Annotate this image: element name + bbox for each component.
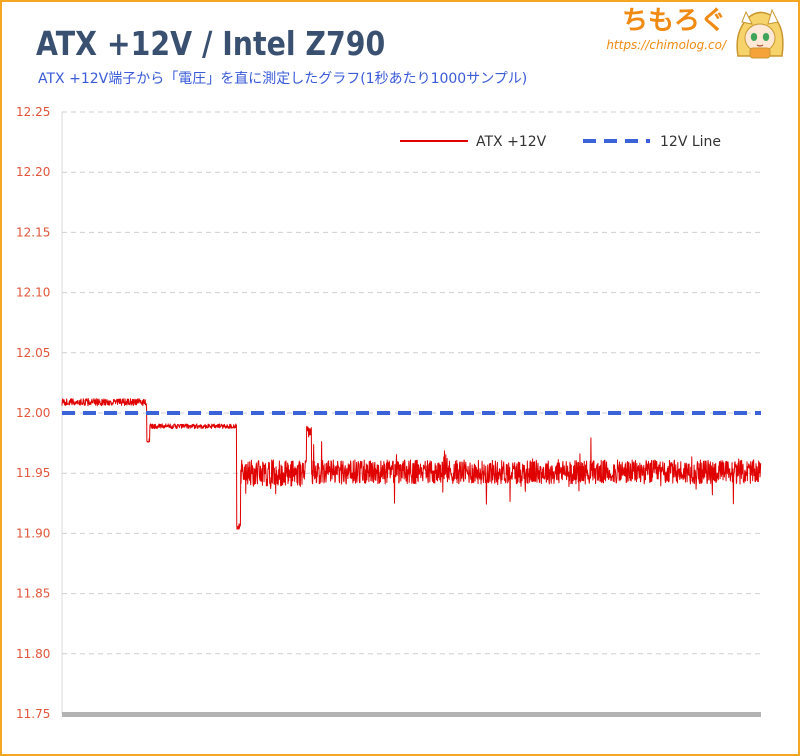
y-tick-label: 12.05 bbox=[16, 346, 50, 360]
legend-label-atx: ATX +12V bbox=[476, 134, 547, 150]
y-tick-label: 12.00 bbox=[16, 406, 50, 420]
y-tick-label: 11.75 bbox=[16, 707, 50, 721]
x-axis-baseline bbox=[62, 712, 761, 717]
y-axis: 12.25 12.20 12.15 12.10 12.05 12.00 11.95 11.90… bbox=[16, 105, 50, 721]
y-tick-label: 12.15 bbox=[16, 225, 50, 239]
series-atx-12v bbox=[61, 398, 762, 530]
y-tick-label: 11.85 bbox=[16, 587, 50, 601]
chart-subtitle: ATX +12V端子から「電圧」を直に測定したグラフ(1秒あたり1000サンプル… bbox=[38, 71, 528, 87]
y-tick-label: 11.90 bbox=[16, 526, 50, 540]
series-layer bbox=[61, 398, 762, 530]
brand-url: https://chimolog.co/ bbox=[606, 38, 726, 52]
y-tick-label: 12.25 bbox=[16, 105, 50, 119]
y-tick-label: 11.95 bbox=[16, 466, 50, 480]
legend: ATX +12V 12V Line bbox=[400, 134, 721, 150]
brand-name: ちもろぐ bbox=[621, 6, 726, 36]
y-tick-label: 12.10 bbox=[16, 286, 50, 300]
chart-title: ATX +12V / Intel Z790 bbox=[36, 24, 386, 63]
y-tick-label: 12.20 bbox=[16, 165, 50, 179]
legend-label-12v-line: 12V Line bbox=[660, 134, 721, 150]
mascot-character-icon bbox=[736, 8, 784, 59]
y-tick-label: 11.80 bbox=[16, 647, 50, 661]
brand-logo: ちもろぐ https://chimolog.co/ bbox=[606, 6, 726, 52]
